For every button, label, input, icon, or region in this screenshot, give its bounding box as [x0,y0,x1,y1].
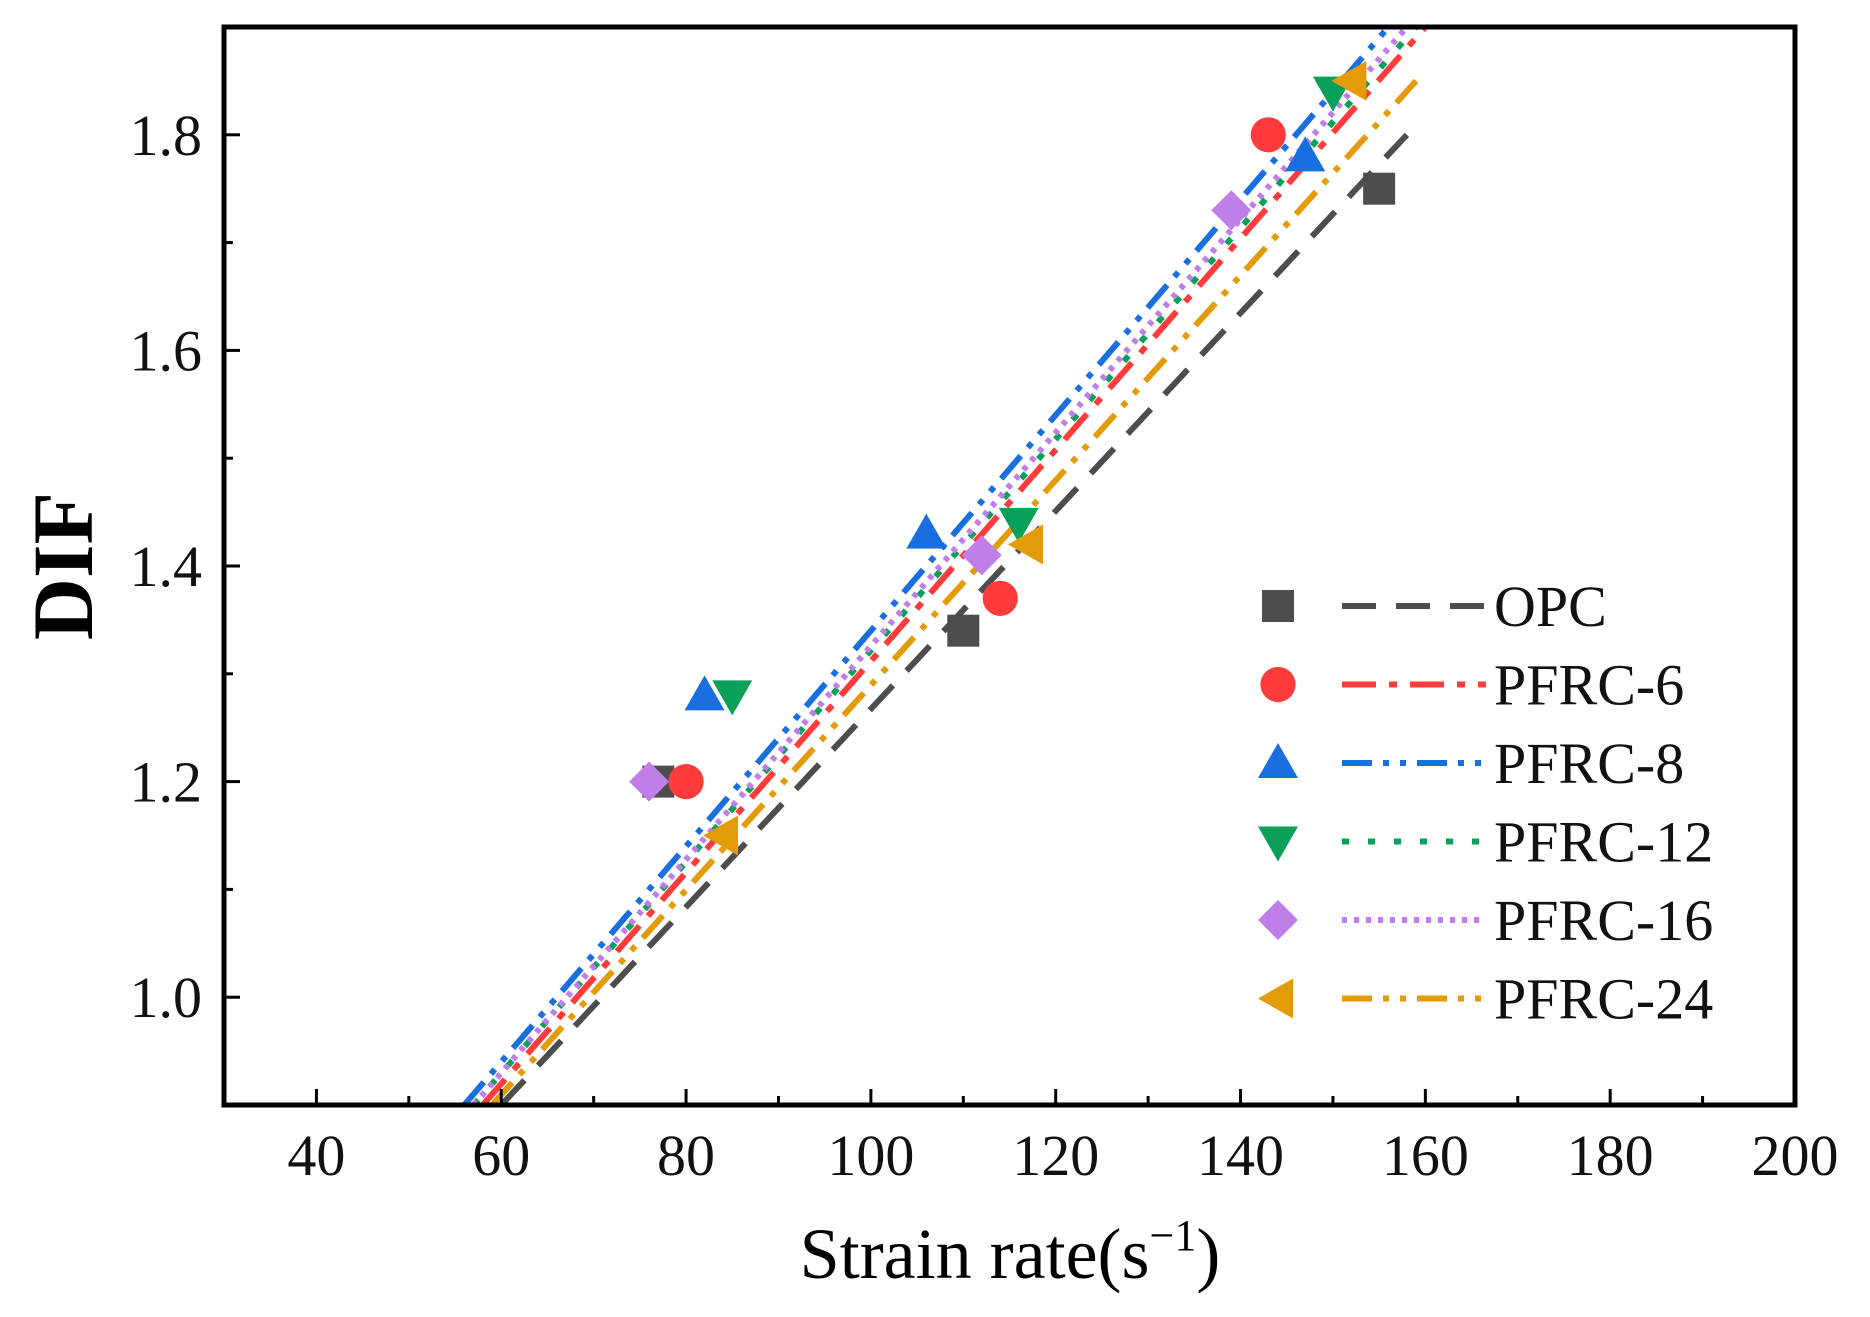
x-axis-title-close: ) [1196,1214,1220,1294]
y-tick-label: 1.6 [130,318,203,383]
data-point-pfrc-8 [1285,136,1326,172]
x-tick-label: 160 [1382,1123,1469,1188]
data-point-pfrc-12 [712,680,753,716]
y-tick-label: 1.8 [130,103,203,168]
fit-line-pfrc-12 [471,27,1419,1105]
data-point-pfrc-24 [1331,60,1367,101]
y-axis-title: DIF [15,492,111,640]
fit-line-pfrc-24 [489,78,1419,1105]
data-point-pfrc-24 [703,815,739,856]
x-axis-title: Strain rate(s−1) [800,1211,1221,1294]
legend-marker-pfrc-12 [1258,826,1298,862]
y-tick-label: 1.0 [130,965,203,1030]
x-tick-label: 80 [657,1123,715,1188]
legend-label-pfrc-12: PFRC-12 [1494,810,1713,875]
x-tick-label: 40 [287,1123,345,1188]
data-point-opc [947,614,980,647]
data-point-pfrc-6 [668,764,704,800]
x-tick-label: 180 [1567,1123,1654,1188]
legend-label-pfrc-24: PFRC-24 [1494,967,1713,1032]
fit-line-pfrc-16 [471,27,1410,1105]
legend-label-opc: OPC [1494,574,1607,639]
y-tick-label: 1.4 [130,534,203,599]
legend-marker-pfrc-6 [1260,666,1296,703]
x-axis-title-superscript: −1 [1150,1211,1197,1260]
legend-marker-pfrc-24 [1258,978,1293,1019]
x-axis: 40 60 80 100 120 140 160 180 200 [287,1089,1839,1188]
data-point-pfrc-12 [998,507,1039,543]
data-point-pfrc-16 [961,535,1002,576]
legend-marker-pfrc-16 [1258,900,1298,940]
legend-marker-pfrc-8 [1258,743,1298,778]
legend: OPC PFRC-6 PFRC-8 PFRC-12 PFRC-16 PFRC-24 [1258,574,1713,1032]
legend-label-pfrc-16: PFRC-16 [1494,888,1713,953]
y-tick-label: 1.2 [130,750,203,815]
markers-group [629,60,1396,856]
data-point-pfrc-6 [1250,117,1286,153]
legend-marker-opc [1262,590,1294,622]
x-axis-title-main: Strain rate(s [800,1214,1150,1294]
data-point-pfrc-8 [684,675,725,711]
x-tick-label: 200 [1752,1123,1839,1188]
x-tick-label: 120 [1012,1123,1099,1188]
x-tick-label: 140 [1197,1123,1284,1188]
legend-label-pfrc-8: PFRC-8 [1494,731,1684,796]
data-point-pfrc-16 [1211,190,1252,231]
data-point-pfrc-16 [629,761,670,802]
data-point-pfrc-8 [906,513,947,549]
legend-label-pfrc-6: PFRC-6 [1494,653,1684,718]
data-point-pfrc-24 [1007,524,1043,565]
x-tick-label: 100 [827,1123,914,1188]
data-point-opc [1363,172,1396,205]
x-tick-label: 60 [472,1123,530,1188]
y-axis: 1.0 1.2 1.4 1.6 1.8 [130,103,240,1107]
data-point-pfrc-6 [982,580,1018,616]
